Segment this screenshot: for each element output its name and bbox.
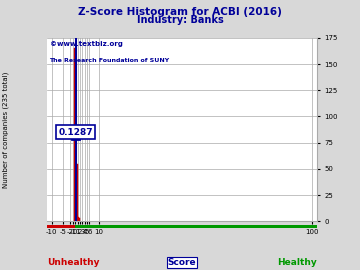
Bar	[47, 225, 75, 228]
Text: Number of companies (235 total): Number of companies (235 total)	[2, 71, 9, 188]
Bar	[76, 164, 78, 221]
Text: 0.1287: 0.1287	[58, 128, 93, 137]
Text: Healthy: Healthy	[277, 258, 317, 267]
Bar	[78, 217, 79, 221]
Text: Industry: Banks: Industry: Banks	[137, 15, 223, 25]
Text: The Research Foundation of SUNY: The Research Foundation of SUNY	[50, 58, 170, 63]
Text: Z-Score Histogram for ACBI (2016): Z-Score Histogram for ACBI (2016)	[78, 7, 282, 17]
Text: Unhealthy: Unhealthy	[47, 258, 99, 267]
Text: Score: Score	[167, 258, 196, 267]
Text: ©www.textbiz.org: ©www.textbiz.org	[50, 42, 122, 48]
Bar	[74, 48, 75, 221]
Bar	[79, 218, 80, 221]
Bar	[75, 225, 317, 228]
